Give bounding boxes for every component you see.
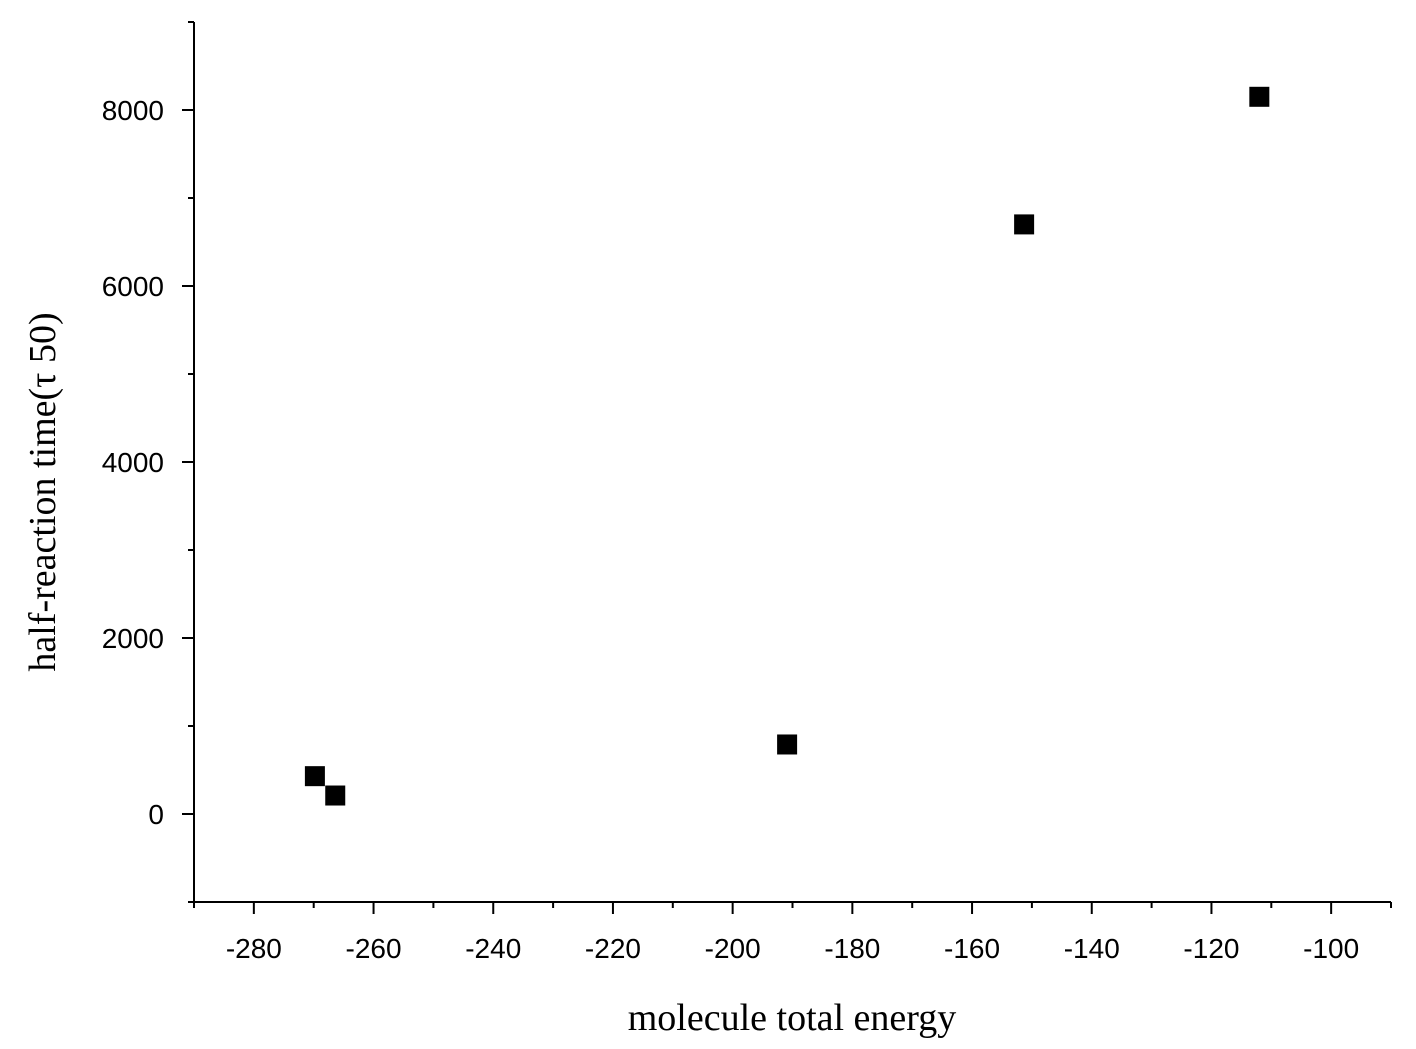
x-tick-label: -160	[944, 933, 1000, 964]
x-tick-label: -220	[585, 933, 641, 964]
x-axis-title: molecule total energy	[628, 997, 957, 1039]
y-tick-label: 2000	[102, 623, 164, 654]
x-tick-label: -240	[465, 933, 521, 964]
y-tick-label: 0	[148, 799, 164, 830]
data-point	[304, 766, 325, 787]
x-tick-label: -260	[346, 933, 402, 964]
x-ticks: -280 -260 -240 -220 -200 -180 -160 -140 -120 -100	[193, 902, 1392, 964]
x-tick-label: -120	[1183, 933, 1239, 964]
data-point	[1014, 214, 1035, 235]
y-tick-label: 4000	[102, 447, 164, 478]
x-tick-label: -100	[1303, 933, 1359, 964]
y-tick-label: 6000	[102, 271, 164, 302]
x-tick-label: -200	[705, 933, 761, 964]
data-points	[304, 86, 1270, 806]
data-point	[1249, 86, 1270, 107]
x-tick-label: -180	[824, 933, 880, 964]
y-axis-title: half-reaction time(τ 50)	[22, 312, 64, 671]
y-tick-label: 8000	[102, 95, 164, 126]
y-ticks: 0 2000 4000 6000 8000	[102, 21, 194, 903]
data-point	[325, 785, 346, 806]
x-tick-label: -140	[1064, 933, 1120, 964]
x-tick-label: -280	[226, 933, 282, 964]
axes	[193, 22, 1391, 903]
data-point	[777, 734, 798, 755]
